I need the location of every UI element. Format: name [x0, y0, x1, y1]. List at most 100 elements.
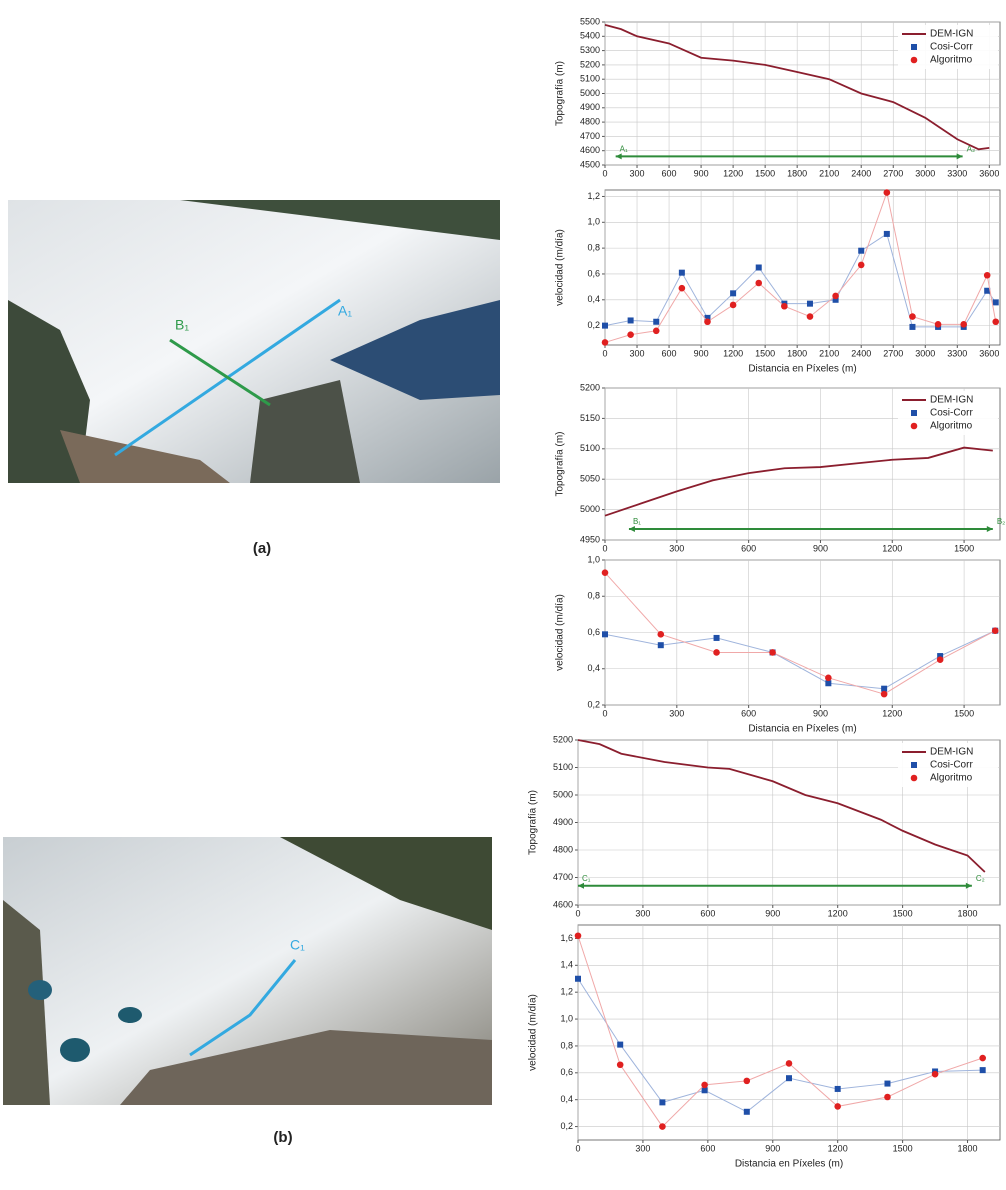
y-tick-label: 4600 [580, 145, 600, 155]
y-axis-title: velocidad (m/día) [528, 994, 539, 1071]
y-tick-label: 1,2 [560, 987, 573, 997]
y-tick-label: 0,6 [587, 268, 600, 278]
data-point [653, 327, 660, 334]
data-point [911, 410, 917, 416]
y-axis-title: velocidad (m/día) [555, 229, 566, 306]
data-point [858, 248, 864, 254]
satellite-image-a [8, 200, 500, 483]
x-tick-label: 600 [662, 168, 677, 178]
x-tick-label: 1200 [828, 1143, 848, 1153]
x-tick-label: 900 [765, 1143, 780, 1153]
data-point [769, 649, 776, 656]
y-tick-label: 5100 [553, 762, 573, 772]
x-tick-label: 0 [602, 348, 607, 358]
x-tick-label: 600 [741, 543, 756, 553]
data-point [657, 631, 664, 638]
y-tick-label: 4500 [580, 159, 600, 169]
line-label: A₁ [338, 303, 352, 319]
x-tick-label: 1800 [958, 1143, 978, 1153]
x-tick-label: 1200 [828, 908, 848, 918]
x-tick-label: 2100 [819, 348, 839, 358]
data-point [786, 1060, 793, 1067]
data-point [911, 775, 918, 782]
data-point [911, 762, 917, 768]
data-point [713, 649, 720, 656]
data-point [602, 339, 609, 346]
x-tick-label: 3600 [979, 348, 999, 358]
data-point [602, 569, 609, 576]
data-point [911, 57, 918, 64]
legend-label: DEM-IGN [930, 395, 973, 406]
x-tick-label: 1800 [787, 348, 807, 358]
x-tick-label: 1500 [954, 708, 974, 718]
data-point [575, 932, 582, 939]
data-point [617, 1042, 623, 1048]
x-tick-label: 300 [635, 1143, 650, 1153]
legend-label: Cosi-Corr [930, 408, 973, 419]
data-point [730, 290, 736, 296]
x-tick-label: 1500 [893, 908, 913, 918]
y-tick-label: 4800 [553, 844, 573, 854]
data-point [911, 44, 917, 50]
data-point [858, 262, 865, 269]
satellite-image-b [3, 837, 492, 1105]
y-tick-label: 0,8 [560, 1040, 573, 1050]
x-tick-label: 900 [694, 348, 709, 358]
data-point [835, 1086, 841, 1092]
x-tick-label: 1200 [723, 348, 743, 358]
data-point [701, 1082, 708, 1089]
x-tick-label: 0 [575, 908, 580, 918]
x-tick-label: 1500 [893, 1143, 913, 1153]
x-tick-label: 300 [630, 168, 645, 178]
data-point [909, 324, 915, 330]
x-tick-label: 900 [813, 708, 828, 718]
data-point [825, 675, 832, 682]
y-tick-label: 4700 [553, 872, 573, 882]
y-tick-label: 5150 [580, 413, 600, 423]
y-tick-label: 4700 [580, 131, 600, 141]
data-point [992, 318, 999, 325]
x-tick-label: 1800 [958, 908, 978, 918]
x-tick-label: 600 [741, 708, 756, 718]
y-tick-label: 4900 [580, 102, 600, 112]
data-point [884, 189, 891, 196]
x-tick-label: 600 [700, 1143, 715, 1153]
x-tick-label: 300 [669, 543, 684, 553]
y-tick-label: 4950 [580, 534, 600, 544]
y-axis-title: Topografía (m) [555, 61, 566, 126]
x-tick-label: 600 [662, 348, 677, 358]
x-tick-label: 3300 [947, 348, 967, 358]
y-tick-label: 5000 [580, 504, 600, 514]
y-tick-label: 0,4 [587, 294, 600, 304]
data-point [756, 265, 762, 271]
y-tick-label: 5300 [580, 45, 600, 55]
y-tick-label: 5100 [580, 443, 600, 453]
data-point [602, 631, 608, 637]
data-point [884, 1081, 890, 1087]
y-tick-label: 5200 [580, 382, 600, 392]
data-point [884, 231, 890, 237]
x-axis-title: Distancia en Píxeles (m) [748, 364, 856, 375]
line-label: B₁ [175, 317, 189, 333]
x-axis-title: Distancia en Píxeles (m) [748, 724, 856, 735]
data-point [659, 1123, 666, 1130]
y-tick-label: 5100 [580, 74, 600, 84]
data-point [881, 686, 887, 692]
data-point [909, 313, 916, 320]
x-tick-label: 300 [635, 908, 650, 918]
data-point [832, 293, 839, 300]
x-tick-label: 1800 [787, 168, 807, 178]
x-axis-title: Distancia en Píxeles (m) [735, 1159, 843, 1170]
plot-area [605, 190, 1000, 345]
data-point [755, 280, 762, 287]
x-tick-label: 900 [694, 168, 709, 178]
figure: A₁ B₁ C₁ (a) (b) 45004600470048004900500… [0, 0, 1006, 1190]
y-tick-label: 1,0 [560, 1013, 573, 1023]
x-tick-label: 1500 [954, 543, 974, 553]
x-tick-label: 1200 [882, 543, 902, 553]
legend-label: Cosi-Corr [930, 42, 973, 53]
y-tick-label: 5200 [553, 734, 573, 744]
y-tick-label: 1,4 [560, 960, 573, 970]
legend-label: DEM-IGN [930, 747, 973, 758]
y-tick-label: 5200 [580, 59, 600, 69]
